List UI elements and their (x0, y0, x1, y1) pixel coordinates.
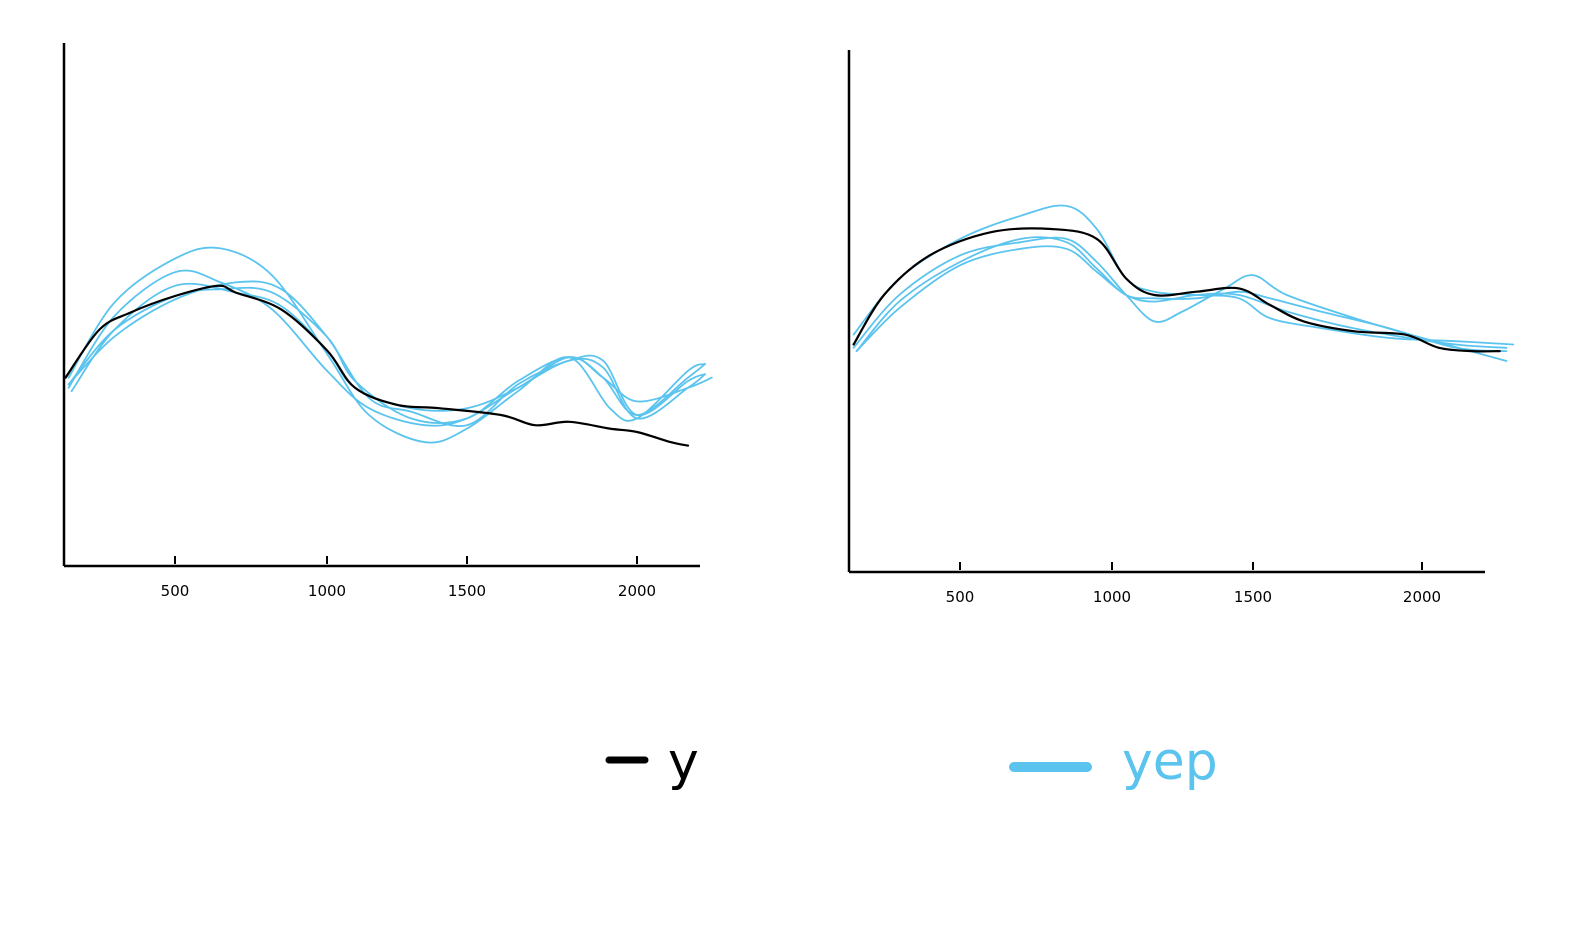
ticks-left: 500 1000 1500 2000 (161, 556, 656, 600)
ticks-right: 500 1000 1500 2000 (946, 562, 1441, 606)
x-tick-label-1500: 1500 (1234, 588, 1272, 606)
axes-left (62, 43, 700, 568)
chart-panel-right: 500 1000 1500 2000 (847, 50, 1515, 606)
x-tick-label-1000: 1000 (308, 582, 346, 600)
series-line-yep-2 (852, 236, 1508, 362)
series-line-y-0 (64, 284, 690, 447)
series-line-yep-4 (67, 280, 706, 427)
series-layer-right (852, 204, 1515, 362)
series-line-y-0 (852, 227, 1501, 353)
legend-label-y: y (668, 732, 699, 792)
legend: y yep (605, 732, 1218, 792)
series-line-yep-1 (852, 204, 1515, 346)
x-tick-label-2000: 2000 (1403, 588, 1441, 606)
x-tick-label-2000: 2000 (618, 582, 656, 600)
x-tick-label-500: 500 (161, 582, 190, 600)
axes-right (847, 50, 1485, 574)
series-line-yep-3 (855, 236, 1508, 352)
series-layer-left (64, 246, 713, 447)
chart-panel-left: 500 1000 1500 2000 (62, 43, 713, 600)
legend-label-yep: yep (1122, 732, 1218, 792)
series-line-yep-1 (67, 246, 706, 444)
x-tick-label-1500: 1500 (448, 582, 486, 600)
x-tick-label-1000: 1000 (1093, 588, 1131, 606)
x-tick-label-500: 500 (946, 588, 975, 606)
